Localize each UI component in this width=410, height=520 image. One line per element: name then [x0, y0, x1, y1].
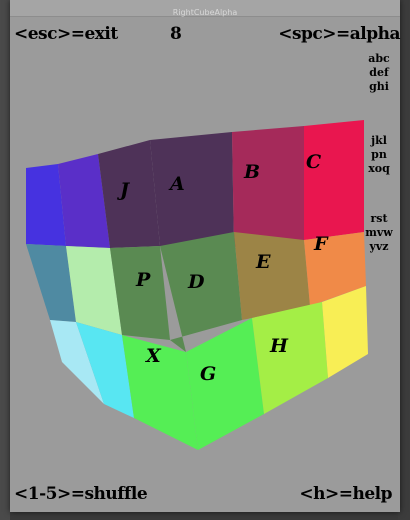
cube-letter: X — [145, 345, 162, 367]
cube-facet[interactable] — [304, 232, 366, 306]
alphabet-group-2: jkl pn xoq — [358, 134, 400, 176]
cube-side-facet[interactable] — [76, 322, 134, 418]
alphabet-line: pn — [371, 148, 387, 161]
cube-letter: H — [269, 335, 289, 357]
cube-facet[interactable] — [322, 286, 368, 378]
alphabet-group-3: rst mvw yvz — [358, 212, 400, 254]
cube-facet[interactable] — [234, 232, 310, 320]
exit-hint: <esc>=exit — [14, 24, 118, 44]
help-hint: <h>=help — [299, 484, 392, 504]
cube-side-facet[interactable] — [66, 246, 122, 335]
shuffle-hint: <1-5>=shuffle — [14, 484, 148, 504]
alphabet-line: yvz — [369, 240, 389, 253]
cube-letter: D — [187, 271, 205, 293]
cube-letter: E — [255, 251, 271, 273]
cube-letter: F — [313, 233, 329, 255]
alphabet-group-1: abc def ghi — [358, 52, 400, 94]
alphabet-line: rst — [370, 212, 388, 225]
alphabet-line: jkl — [371, 134, 387, 147]
cube-facet[interactable] — [98, 140, 160, 248]
window-title: RightCubeAlpha — [172, 8, 238, 17]
cube-side-facet[interactable] — [26, 244, 76, 322]
cube-facet[interactable] — [186, 318, 264, 450]
cube-letter: A — [168, 173, 185, 195]
cube-letter: C — [306, 151, 321, 173]
alphabet-line: def — [369, 66, 389, 79]
cube-letter: P — [135, 269, 151, 291]
window-titlebar[interactable]: RightCubeAlpha — [10, 0, 400, 17]
game-window[interactable]: RightCubeAlpha <esc>=exit 8 <spc>=alpha … — [10, 0, 400, 512]
cube-letter: J — [117, 179, 131, 201]
move-counter: 8 — [170, 24, 182, 44]
alphabet-line: abc — [368, 52, 390, 65]
alphabet-line: mvw — [365, 226, 393, 239]
alpha-hint: <spc>=alpha — [278, 24, 400, 44]
cube-side-facet[interactable] — [26, 164, 66, 246]
desktop-background-right — [398, 0, 410, 520]
cube-facet[interactable] — [304, 120, 364, 240]
cube-facet[interactable] — [160, 232, 242, 352]
cube-facet[interactable] — [110, 246, 170, 340]
cube-facet[interactable] — [252, 302, 328, 414]
desktop-background-left — [0, 0, 10, 520]
cube-side-facet[interactable] — [58, 154, 110, 248]
cube-letter: G — [200, 363, 216, 385]
alphabet-line: xoq — [368, 162, 390, 175]
cube-facet[interactable] — [122, 335, 198, 450]
cube-facet[interactable] — [232, 126, 304, 247]
cube-facet[interactable] — [150, 132, 234, 247]
rubiks-cube[interactable]: J A B C P D E F X G H — [10, 0, 400, 512]
cube-side-facet[interactable] — [50, 320, 104, 404]
alphabet-line: ghi — [369, 80, 389, 93]
cube-letter: B — [243, 161, 260, 183]
